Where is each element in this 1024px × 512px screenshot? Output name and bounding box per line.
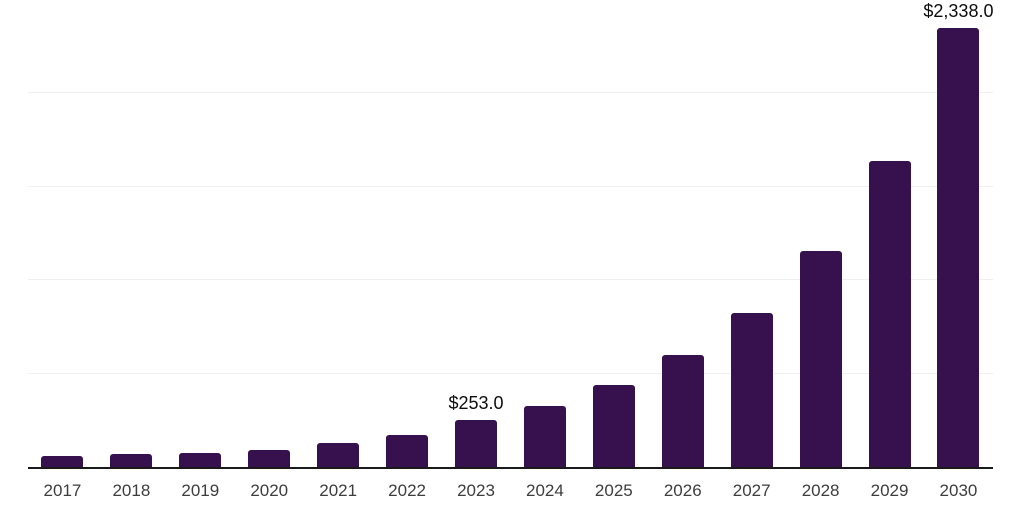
x-axis-label-2017: 2017	[43, 481, 82, 500]
bar-2018[interactable]	[110, 454, 153, 467]
bar-slot-2021	[304, 0, 373, 467]
x-axis-label-2030: 2030	[939, 481, 978, 500]
bar-2030[interactable]	[937, 28, 980, 467]
bar-slot-2022	[373, 0, 442, 467]
x-axis-label-2018: 2018	[112, 481, 151, 500]
bar-2022[interactable]	[386, 434, 429, 467]
bar-2025[interactable]	[592, 384, 635, 467]
bar-slot-2024	[510, 0, 579, 467]
bar-2019[interactable]	[179, 452, 222, 467]
bar-slot-2017	[28, 0, 97, 467]
bar-slot-2018	[97, 0, 166, 467]
bar-slot-2026	[648, 0, 717, 467]
x-axis-label-2027: 2027	[732, 481, 771, 500]
x-axis-label-2029: 2029	[870, 481, 909, 500]
bar-slot-2028	[786, 0, 855, 467]
x-axis-label-2021: 2021	[319, 481, 358, 500]
bar-slot-2030: $2,338.0	[923, 0, 994, 467]
x-axis-label-2026: 2026	[663, 481, 702, 500]
value-label-2030: $2,338.0	[923, 1, 994, 22]
x-axis-label-2020: 2020	[250, 481, 289, 500]
x-axis-label-2028: 2028	[801, 481, 840, 500]
x-axis-label-2025: 2025	[594, 481, 633, 500]
bar-2017[interactable]	[41, 456, 84, 467]
value-label-2023: $253.0	[448, 392, 504, 413]
bar-2026[interactable]	[661, 354, 704, 467]
bar-slot-2020	[235, 0, 304, 467]
bar-2020[interactable]	[248, 450, 291, 467]
x-axis-label-2024: 2024	[526, 481, 564, 500]
bar-2023[interactable]	[454, 419, 497, 467]
x-axis: 2017 2018 2019 2020 2021 2022 2023 2024 2025 2026…	[28, 481, 993, 501]
bar-slot-2025	[579, 0, 648, 467]
gridline-1000	[28, 279, 993, 281]
plot-area: $253.0 $2,338.0	[28, 0, 993, 469]
bar-2028[interactable]	[799, 251, 842, 467]
bar-slot-2023: $253.0	[442, 0, 511, 467]
x-axis-label-2022: 2022	[388, 481, 426, 500]
gridline-2000	[28, 91, 993, 93]
bar-slot-2027	[717, 0, 786, 467]
bar-2021[interactable]	[317, 443, 360, 467]
bar-slot-2029	[855, 0, 924, 467]
gridline-1500	[28, 185, 993, 187]
bar-2024[interactable]	[523, 405, 566, 467]
bar-slot-2019	[166, 0, 235, 467]
gridline-500	[28, 373, 993, 375]
bar-2027[interactable]	[730, 313, 773, 467]
x-axis-label-2019: 2019	[181, 481, 220, 500]
bar-2029[interactable]	[868, 161, 911, 467]
x-axis-label-2023: 2023	[457, 481, 495, 500]
